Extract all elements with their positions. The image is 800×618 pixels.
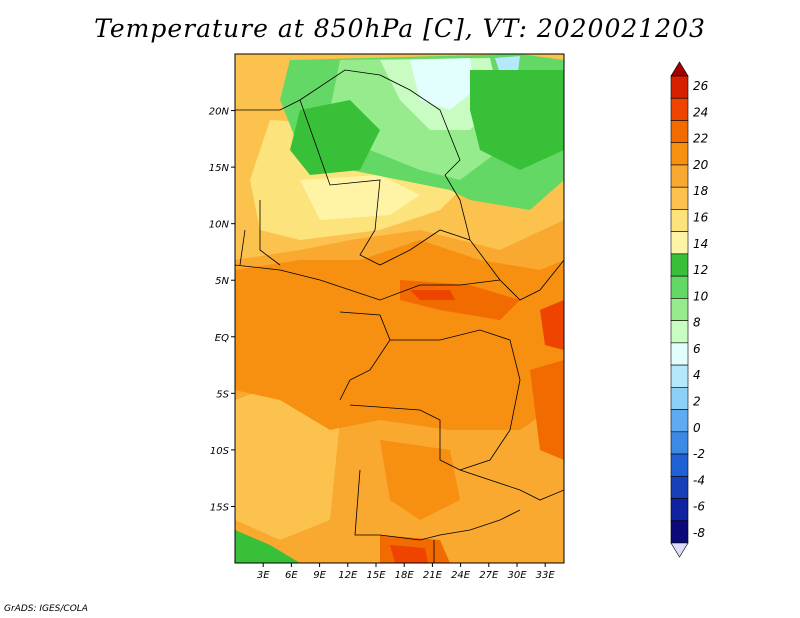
colorbar-band bbox=[670, 520, 689, 544]
colorbar-label: 22 bbox=[693, 132, 708, 146]
lon-tick-label: 33E bbox=[536, 570, 556, 581]
colorbar-band bbox=[670, 275, 689, 299]
lat-tick-label: EQ bbox=[215, 333, 229, 344]
lon-tick-label: 12E bbox=[338, 570, 358, 581]
colorbar-label: 8 bbox=[693, 316, 701, 330]
lon-tick-label: 27E bbox=[479, 570, 499, 581]
colorbar-band bbox=[670, 498, 689, 522]
lat-tick-label: 15S bbox=[210, 502, 230, 513]
colorbar-band bbox=[670, 164, 689, 188]
colorbar-label: 10 bbox=[693, 289, 709, 303]
lon-tick-label: 9E bbox=[313, 570, 326, 581]
colorbar-band bbox=[670, 75, 689, 99]
colorbar-top-triangle bbox=[670, 61, 689, 77]
lat-tick-label: 20N bbox=[209, 107, 230, 118]
colorbar-band bbox=[670, 120, 689, 144]
lon-tick-label: 15E bbox=[366, 570, 386, 581]
lon-tick-label: 30E bbox=[507, 570, 527, 581]
colorbar-label: -8 bbox=[693, 526, 705, 540]
temperature-field bbox=[235, 54, 564, 563]
map-title: Temperature at 850hPa [C], VT: 202002120… bbox=[94, 14, 706, 43]
lon-tick-label: 24E bbox=[451, 570, 471, 581]
lat-tick-label: 5N bbox=[215, 276, 229, 287]
colorbar-band bbox=[670, 453, 689, 477]
colorbar-label: -6 bbox=[693, 500, 705, 514]
colorbar-band bbox=[670, 342, 689, 366]
grads-credit: GrADS: IGES/COLA bbox=[4, 604, 88, 614]
colorbar-label: 0 bbox=[693, 421, 701, 435]
colorbar-label: 14 bbox=[693, 237, 708, 251]
colorbar-label: -2 bbox=[693, 447, 705, 461]
latitude-axis: 20N 15N 10N 5N EQ 5S 10S 15S bbox=[209, 107, 235, 513]
colorbar-label: 26 bbox=[693, 79, 709, 93]
lat-tick-label: 10S bbox=[210, 446, 230, 457]
colorbar-band bbox=[670, 209, 689, 232]
colorbar-label: -4 bbox=[693, 473, 705, 487]
colorbar-band bbox=[670, 186, 689, 210]
colorbar-band bbox=[670, 253, 689, 277]
colorbar-label: 2 bbox=[693, 395, 701, 409]
colorbar-band bbox=[670, 320, 689, 344]
lat-tick-label: 10N bbox=[209, 220, 230, 231]
colorbar-band bbox=[670, 298, 689, 321]
colorbar-band bbox=[670, 475, 689, 499]
colorbar-band bbox=[670, 387, 689, 410]
lat-tick-label: 15N bbox=[209, 163, 230, 174]
lon-tick-label: 21E bbox=[423, 570, 443, 581]
colorbar-label: 16 bbox=[693, 210, 709, 224]
longitude-axis: 3E 6E 9E 12E 15E 18E 21E 24E 27E 30E 33E bbox=[257, 563, 556, 581]
colorbar-label: 4 bbox=[693, 368, 701, 382]
lon-tick-label: 6E bbox=[285, 570, 298, 581]
lon-tick-label: 3E bbox=[257, 570, 270, 581]
colorbar-label: 20 bbox=[693, 158, 709, 172]
colorbar-label: 6 bbox=[693, 342, 701, 356]
colorbar-band bbox=[670, 97, 689, 121]
colorbar-bottom-triangle bbox=[670, 542, 689, 558]
colorbar-label: 12 bbox=[693, 263, 708, 277]
colorbar-label: 18 bbox=[693, 184, 709, 198]
lat-tick-label: 5S bbox=[216, 389, 229, 400]
colorbar-band bbox=[670, 409, 689, 433]
colorbar-band bbox=[670, 142, 689, 166]
colorbar-label: 24 bbox=[693, 105, 708, 119]
colorbar-band bbox=[670, 364, 689, 388]
lon-tick-label: 18E bbox=[395, 570, 415, 581]
colorbar-band bbox=[670, 231, 689, 255]
colorbar-band bbox=[670, 431, 689, 455]
map-frame bbox=[234, 53, 565, 564]
